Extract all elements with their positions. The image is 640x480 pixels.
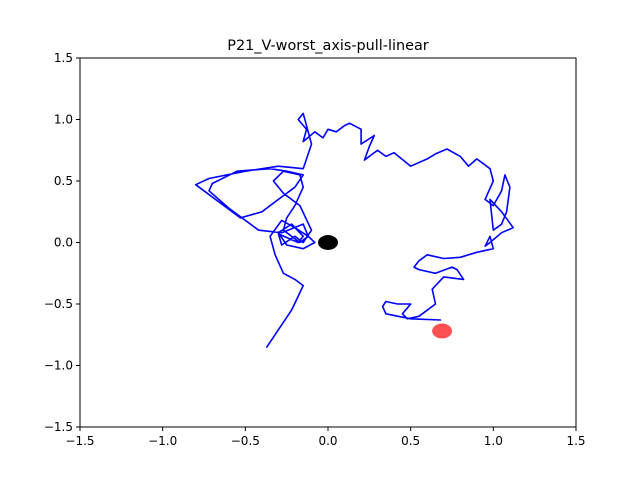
target-marker (432, 323, 453, 339)
y-tick-label: −1.0 (44, 359, 73, 373)
x-tick-label: 0.5 (401, 434, 420, 448)
y-tick-label: 0.5 (54, 174, 73, 188)
x-tick-label: 1.0 (484, 434, 503, 448)
x-tick-label: 1.5 (566, 434, 585, 448)
origin-marker (318, 235, 338, 250)
trajectory-line-0 (194, 112, 515, 348)
x-tick-label: 0.0 (318, 434, 337, 448)
y-tick-label: −0.5 (44, 297, 73, 311)
axes: −1.5 −1.0 −0.5 0.0 0.5 1.0 1.5 −1.5 −1.0 −0.5 0.0 0… (44, 51, 586, 448)
y-tick-label: 1.5 (54, 51, 73, 65)
chart-title: P21_V-worst_axis-pull-linear (227, 38, 428, 54)
y-tick-label: 0.0 (54, 236, 73, 250)
x-tick-label: −1.5 (65, 434, 94, 448)
x-tick-label: −0.5 (231, 434, 260, 448)
y-tick-label: −1.5 (44, 420, 73, 434)
plot-area (194, 112, 515, 348)
y-tick-label: 1.0 (54, 113, 73, 127)
x-tick-label: −1.0 (148, 434, 177, 448)
